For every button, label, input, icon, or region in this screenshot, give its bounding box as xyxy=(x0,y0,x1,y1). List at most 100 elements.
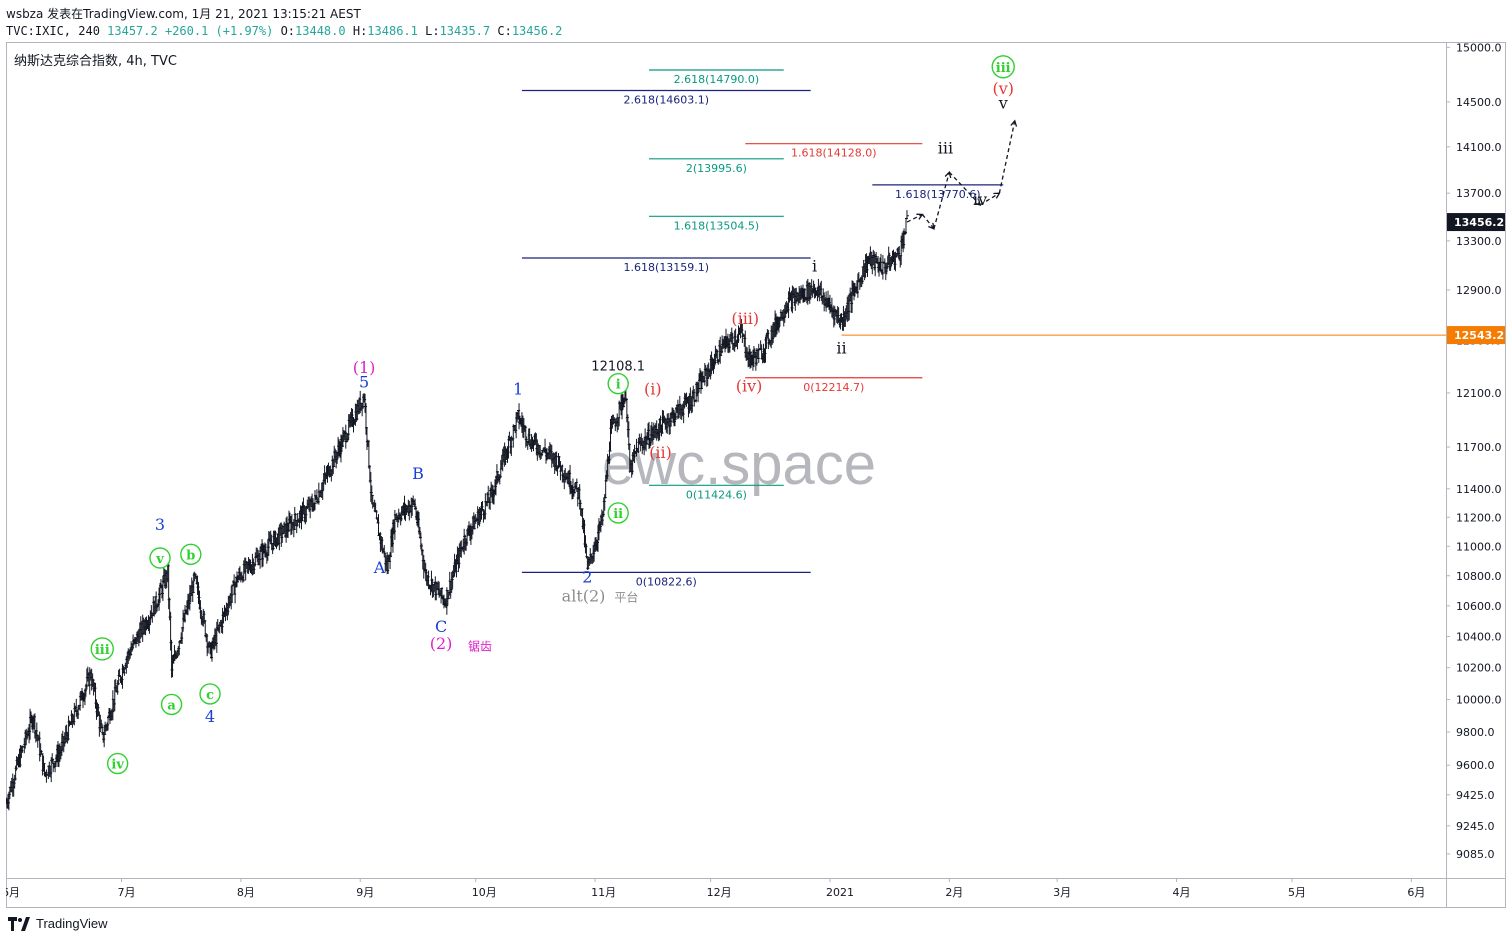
wave-label: iv xyxy=(973,190,987,209)
chart-svg[interactable]: 纳斯达克综合指数, 4h, TVC ewc.space 15000.0 14500.0… xyxy=(6,42,1506,908)
wave-label: (2) xyxy=(430,634,453,653)
x-tick-label: 6月 xyxy=(6,886,20,899)
price-tag-label: 12543.2 xyxy=(1454,329,1504,342)
fib-level-label: 1.618(14128.0) xyxy=(791,147,877,160)
wave-label: (iv) xyxy=(736,377,763,396)
wave-label: i xyxy=(616,378,621,393)
y-tick-label: 10200.0 xyxy=(1456,662,1502,675)
x-tick-label: 12月 xyxy=(707,886,732,899)
wave-label: iv xyxy=(111,758,124,773)
y-tick-label: 11400.0 xyxy=(1456,483,1502,496)
projection-segment xyxy=(998,120,1016,194)
x-tick-label: 2月 xyxy=(945,886,963,899)
x-tick-label: 4月 xyxy=(1172,886,1190,899)
projection-arrowhead xyxy=(916,213,924,220)
last-price: 13457.2 xyxy=(107,24,158,38)
wave-label-circle xyxy=(90,637,114,661)
y-tick-label: 11700.0 xyxy=(1456,441,1502,454)
wave-label: 5 xyxy=(359,373,369,392)
x-tick-label: 8月 xyxy=(237,886,255,899)
x-tick-label: 5月 xyxy=(1288,886,1306,899)
wave-label: (iii) xyxy=(731,309,759,328)
y-tick-label: 9425.0 xyxy=(1456,789,1495,802)
chart-area[interactable]: 纳斯达克综合指数, 4h, TVC ewc.space 15000.0 14500.0… xyxy=(6,42,1506,908)
y-tick-label: 10600.0 xyxy=(1456,600,1502,613)
high-value: 13486.1 xyxy=(367,24,418,38)
wave-label: B xyxy=(412,464,424,483)
watermark: ewc.space xyxy=(602,432,876,497)
projection-segment xyxy=(906,213,923,223)
projection-segment xyxy=(948,171,981,206)
fib-level-label: 1.618(13770.6) xyxy=(895,188,981,201)
projection-segment xyxy=(933,172,950,229)
projection-arrowhead xyxy=(1010,119,1018,127)
price-tag-label: 13456.2 xyxy=(1454,216,1504,229)
projection-arrowhead xyxy=(993,192,1001,199)
projection-segment xyxy=(921,214,935,230)
wave-label-circle xyxy=(180,543,202,566)
wave-label: (v) xyxy=(992,79,1014,98)
open-value: 13448.0 xyxy=(295,24,346,38)
wave-label: C xyxy=(435,617,447,636)
tradingview-footer[interactable]: TradingView xyxy=(8,916,108,931)
wave-label: a xyxy=(167,698,176,713)
wave-label-circle xyxy=(149,547,171,569)
wave-label-circle xyxy=(607,502,629,524)
wave-label: 1 xyxy=(513,379,523,398)
x-tick-label: 11月 xyxy=(591,886,616,899)
x-tick-label: 2021 xyxy=(826,886,854,899)
close-label: C: xyxy=(497,24,512,38)
wave-label: i xyxy=(812,256,817,275)
y-tick-label: 9600.0 xyxy=(1456,759,1495,772)
open-label: O: xyxy=(280,24,296,38)
wave-note: 锯齿 xyxy=(468,638,492,653)
wave-label: v xyxy=(998,94,1008,113)
y-tick-label: 13300.0 xyxy=(1456,235,1502,248)
projection-arrowhead xyxy=(928,222,935,230)
tradingview-logo-icon xyxy=(8,916,30,931)
low-value: 13435.7 xyxy=(439,24,491,38)
wave-label: 3 xyxy=(155,515,165,534)
wave-label: (1) xyxy=(353,358,376,377)
projection-arrowhead xyxy=(974,198,982,206)
fib-level-label: 0(10822.6) xyxy=(636,575,697,588)
y-tick-label: 13700.0 xyxy=(1456,187,1502,200)
y-tick-label: 11200.0 xyxy=(1456,511,1502,524)
chart-title: 纳斯达克综合指数, 4h, TVC xyxy=(14,54,177,69)
wave-label-circle xyxy=(106,752,129,775)
tradingview-brand: TradingView xyxy=(36,916,108,931)
fib-level-label: 1.618(13504.5) xyxy=(674,219,760,232)
wave-label: 4 xyxy=(205,707,215,726)
wave-label: (ii) xyxy=(649,443,672,462)
projection-arrowhead xyxy=(944,170,952,179)
y-tick-label: 15000.0 xyxy=(1456,42,1502,54)
y-tick-label: 10800.0 xyxy=(1456,570,1502,583)
price-tag-bg xyxy=(1447,326,1505,345)
wave-label-circle xyxy=(160,693,183,716)
wave-label: iii xyxy=(938,139,953,158)
wave-note: 平台 xyxy=(614,589,638,604)
wave-label: alt(2) xyxy=(562,586,606,605)
low-label: L: xyxy=(425,24,440,38)
fib-level-label: 1.618(13159.1) xyxy=(624,261,710,274)
wave-label: ii xyxy=(836,339,846,358)
price-tag-bg xyxy=(1447,213,1505,232)
symbol-label: TVC:IXIC, 240 xyxy=(6,24,100,38)
x-tick-label: 7月 xyxy=(118,886,136,899)
y-tick-label: 12900.0 xyxy=(1456,284,1502,297)
x-tick-label: 3月 xyxy=(1053,886,1071,899)
y-tick-label: 9800.0 xyxy=(1456,726,1495,739)
wave-label: iii xyxy=(996,61,1011,76)
wave-label: (i) xyxy=(644,379,662,398)
wave-label: ii xyxy=(613,507,623,522)
fib-level-label: 0(11424.6) xyxy=(686,488,747,501)
x-tick-label: 10月 xyxy=(472,886,497,899)
fib-level-label: 2.618(14603.1) xyxy=(624,93,710,106)
wave-label-circle xyxy=(991,55,1015,79)
y-tick-label: 11000.0 xyxy=(1456,540,1502,553)
change-value: +260.1 (+1.97%) xyxy=(164,24,274,38)
fib-level-label: 0(12214.7) xyxy=(803,381,864,394)
wave-label: 2 xyxy=(582,567,592,586)
ohlc-bars xyxy=(6,210,909,811)
y-tick-label: 9245.0 xyxy=(1456,820,1495,833)
